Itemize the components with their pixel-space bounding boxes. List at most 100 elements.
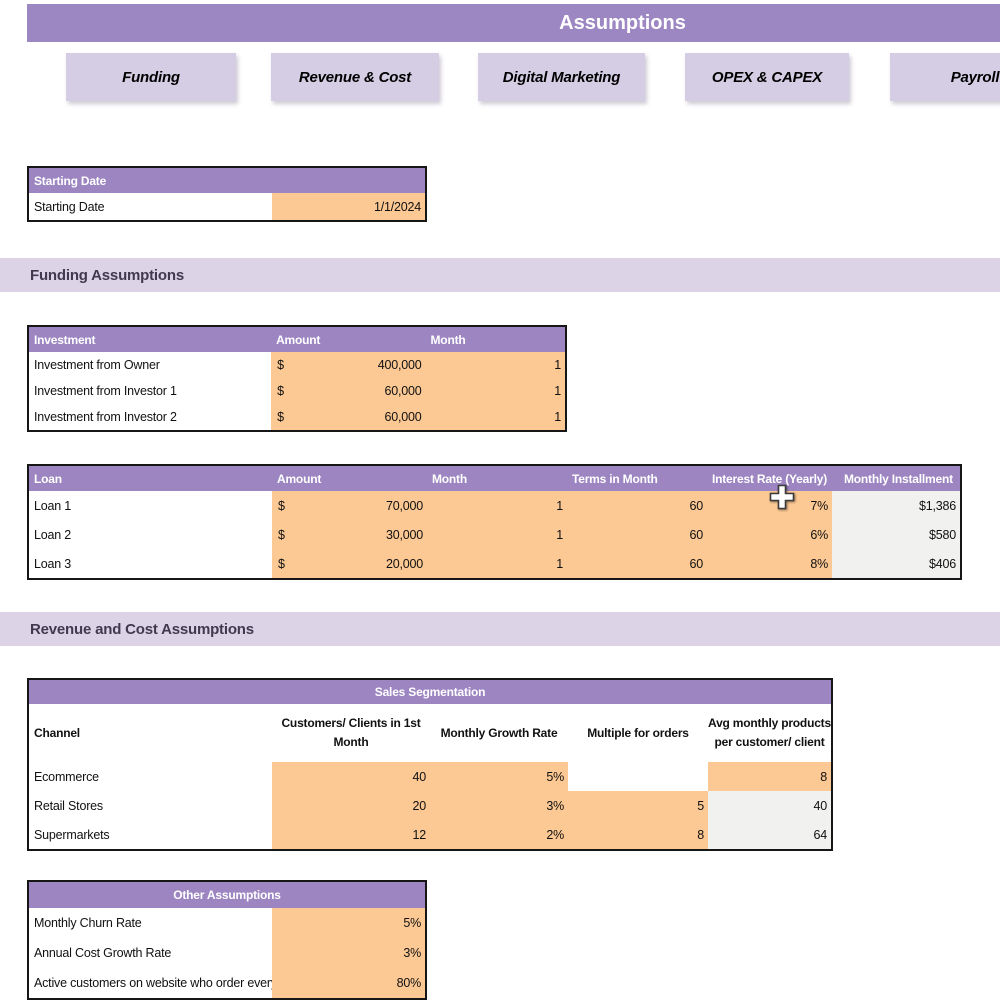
currency-symbol: $: [278, 527, 285, 542]
table-row: Retail Stores 20 3% 5 40: [29, 791, 831, 820]
investment-amount-cell[interactable]: $ 400,000: [271, 352, 426, 378]
growth-rate-cell[interactable]: 5%: [430, 762, 568, 791]
investment-month-cell[interactable]: 1: [425, 352, 565, 378]
loan-terms-cell[interactable]: 60: [567, 491, 707, 520]
channel-name-cell[interactable]: Retail Stores: [34, 798, 103, 813]
col-header-terms-in-month: Terms in Month: [567, 466, 707, 491]
nav-button-payroll[interactable]: Payroll: [890, 53, 1000, 101]
assumption-value-cell[interactable]: 5%: [272, 908, 425, 938]
currency-symbol: $: [277, 410, 284, 424]
channel-name-cell[interactable]: Ecommerce: [34, 769, 99, 784]
table-row: Active customers on website who order ev…: [29, 968, 425, 998]
col-header-channel: Channel: [34, 725, 80, 740]
amount-value: 400,000: [377, 358, 422, 372]
nav-button-digital-marketing[interactable]: Digital Marketing: [478, 53, 645, 101]
starting-date-value-cell[interactable]: 1/1/2024: [272, 193, 425, 220]
assumption-label-cell[interactable]: Annual Cost Growth Rate: [34, 946, 172, 960]
loan-month-cell[interactable]: 1: [427, 491, 567, 520]
loan-installment-cell[interactable]: $406: [832, 549, 960, 578]
investment-name-cell[interactable]: Investment from Owner: [34, 358, 160, 372]
nav-button-revenue-cost[interactable]: Revenue & Cost: [271, 53, 439, 101]
multiple-orders-cell[interactable]: [568, 762, 708, 791]
amount-value: 60,000: [384, 384, 422, 398]
table-row: Investment from Investor 2 $ 60,000 1: [29, 404, 565, 430]
loan-rate-cell[interactable]: 8%: [707, 549, 832, 578]
multiple-orders-cell[interactable]: 5: [568, 791, 708, 820]
table-row: Loan 1 $ 70,000 1 60 7% $1,386: [29, 491, 960, 520]
table-row: Loan 2 $ 30,000 1 60 6% $580: [29, 520, 960, 549]
loan-month-cell[interactable]: 1: [427, 520, 567, 549]
loan-name-cell[interactable]: Loan 3: [34, 556, 72, 571]
investment-month-cell[interactable]: 1: [425, 378, 565, 404]
loan-installment-cell[interactable]: $580: [832, 520, 960, 549]
page-header-banner: Assumptions: [27, 4, 1000, 42]
amount-value: 20,000: [385, 556, 423, 571]
customers-cell[interactable]: 12: [272, 820, 430, 849]
assumption-label-cell[interactable]: Monthly Churn Rate: [34, 916, 142, 930]
multiple-orders-cell[interactable]: 8: [568, 820, 708, 849]
growth-rate-cell[interactable]: 2%: [430, 820, 568, 849]
currency-symbol: $: [278, 556, 285, 571]
nav-button-funding[interactable]: Funding: [66, 53, 236, 101]
col-header-avg-monthly-products: Avg monthly products per customer/ clien…: [708, 716, 831, 749]
loan-name-cell[interactable]: Loan 1: [34, 498, 72, 513]
page-title: Assumptions: [559, 11, 686, 34]
table-row: Investment from Investor 1 $ 60,000 1: [29, 378, 565, 404]
table-row: Loan 3 $ 20,000 1 60 8% $406: [29, 549, 960, 578]
col-header-monthly-installment: Monthly Installment: [832, 466, 960, 491]
customers-cell[interactable]: 20: [272, 791, 430, 820]
investment-name-cell[interactable]: Investment from Investor 2: [34, 410, 177, 424]
loan-rate-cell[interactable]: 6%: [707, 520, 832, 549]
loan-amount-cell[interactable]: $ 30,000: [272, 520, 427, 549]
starting-date-table: Starting Date Starting Date 1/1/2024: [27, 166, 427, 222]
loan-terms-cell[interactable]: 60: [567, 520, 707, 549]
loan-amount-cell[interactable]: $ 20,000: [272, 549, 427, 578]
currency-symbol: $: [277, 384, 284, 398]
col-header-investment: Investment: [29, 327, 272, 352]
table-row: Annual Cost Growth Rate 3%: [29, 938, 425, 968]
section-header-funding-assumptions: Funding Assumptions: [0, 258, 1000, 292]
assumption-value-cell[interactable]: 80%: [272, 968, 425, 998]
assumption-label-cell[interactable]: Active customers on website who order ev…: [34, 976, 272, 990]
col-header-amount: Amount: [271, 327, 426, 352]
starting-date-table-header: Starting Date: [29, 168, 425, 193]
loan-amount-cell[interactable]: $ 70,000: [272, 491, 427, 520]
col-header-month: Month: [427, 466, 567, 491]
loan-terms-cell[interactable]: 60: [567, 549, 707, 578]
loan-month-cell[interactable]: 1: [427, 549, 567, 578]
avg-products-cell[interactable]: 64: [708, 820, 831, 849]
nav-button-opex-capex[interactable]: OPEX & CAPEX: [685, 53, 849, 101]
sales-table-title: Sales Segmentation: [29, 680, 831, 704]
loan-table: Loan Amount Month Terms in Month Interes…: [27, 464, 962, 580]
currency-symbol: $: [278, 498, 285, 513]
starting-date-label-cell[interactable]: Starting Date: [34, 199, 105, 214]
assumption-value-cell[interactable]: 3%: [272, 938, 425, 968]
table-row: Ecommerce 40 5% 8: [29, 762, 831, 791]
table-row: Investment from Owner $ 400,000 1: [29, 352, 565, 378]
sales-segmentation-table: Sales Segmentation Channel Customers/ Cl…: [27, 678, 833, 851]
channel-name-cell[interactable]: Supermarkets: [34, 827, 110, 842]
growth-rate-cell[interactable]: 3%: [430, 791, 568, 820]
loan-rate-cell[interactable]: 7%: [707, 491, 832, 520]
amount-value: 60,000: [384, 410, 422, 424]
table-row: Supermarkets 12 2% 8 64: [29, 820, 831, 849]
investment-amount-cell[interactable]: $ 60,000: [271, 404, 426, 430]
customers-cell[interactable]: 40: [272, 762, 430, 791]
other-table-title: Other Assumptions: [29, 882, 425, 908]
section-header-revenue-cost-assumptions: Revenue and Cost Assumptions: [0, 612, 1000, 646]
amount-value: 30,000: [385, 527, 423, 542]
table-row: Monthly Churn Rate 5%: [29, 908, 425, 938]
investment-amount-cell[interactable]: $ 60,000: [271, 378, 426, 404]
investment-month-cell[interactable]: 1: [425, 404, 565, 430]
avg-products-cell[interactable]: 8: [708, 762, 831, 791]
col-header-amount: Amount: [272, 466, 427, 491]
amount-value: 70,000: [385, 498, 423, 513]
col-header-interest-rate: Interest Rate (Yearly): [707, 466, 832, 491]
loan-installment-cell[interactable]: $1,386: [832, 491, 960, 520]
avg-products-cell[interactable]: 40: [708, 791, 831, 820]
loan-name-cell[interactable]: Loan 2: [34, 527, 72, 542]
col-header-loan: Loan: [29, 466, 272, 491]
col-header-monthly-growth-rate: Monthly Growth Rate: [440, 725, 558, 740]
investment-name-cell[interactable]: Investment from Investor 1: [34, 384, 177, 398]
col-header-month: Month: [425, 327, 565, 352]
